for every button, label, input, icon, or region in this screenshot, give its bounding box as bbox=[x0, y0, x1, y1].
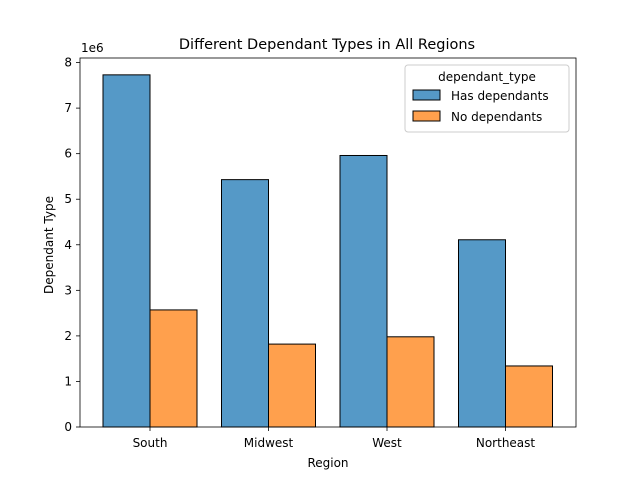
y-tick-label: 0 bbox=[64, 420, 72, 434]
bar-no-dependants-west bbox=[386, 336, 435, 428]
bar-no-dependants-midwest bbox=[268, 343, 316, 428]
y-tick-label: 3 bbox=[64, 283, 72, 297]
y-tick-label: 5 bbox=[64, 192, 72, 206]
legend-title: dependant_type bbox=[438, 70, 536, 84]
y-axis-ticks: 0 1 2 3 4 5 6 7 8 bbox=[64, 56, 80, 434]
bar-has-dependants-northeast bbox=[458, 239, 506, 428]
y-tick-label: 4 bbox=[64, 238, 72, 252]
x-tick-label: Midwest bbox=[244, 436, 294, 450]
y-axis-multiplier: 1e6 bbox=[81, 41, 104, 55]
legend-swatch bbox=[412, 110, 441, 122]
bar-no-dependants-northeast bbox=[505, 365, 553, 428]
legend-swatch bbox=[412, 89, 441, 101]
y-tick-label: 6 bbox=[64, 147, 72, 161]
legend-item-label: No dependants bbox=[451, 110, 542, 124]
bar-has-dependants-south bbox=[102, 74, 151, 428]
y-tick-label: 8 bbox=[64, 56, 72, 70]
y-axis-label: Dependant Type bbox=[42, 196, 56, 294]
y-tick-label: 7 bbox=[64, 101, 72, 115]
y-tick-label: 2 bbox=[64, 329, 72, 343]
legend-box bbox=[404, 64, 570, 133]
x-tick-label: South bbox=[133, 436, 168, 450]
x-tick-label: West bbox=[372, 436, 402, 450]
legend-item-label: Has dependants bbox=[451, 89, 549, 103]
x-axis-ticks: South Midwest West Northeast bbox=[133, 427, 536, 450]
bars-group bbox=[102, 74, 553, 428]
plot-frame bbox=[79, 57, 577, 428]
y-tick-label: 1 bbox=[64, 374, 72, 388]
chart-title: Different Dependant Types in All Regions bbox=[179, 37, 475, 53]
bar-no-dependants-south bbox=[149, 309, 198, 428]
legend: dependant_type Has dependants No dependan… bbox=[404, 64, 570, 133]
x-tick-label: Northeast bbox=[476, 436, 536, 450]
bar-has-dependants-west bbox=[339, 154, 388, 428]
x-axis-label: Region bbox=[307, 456, 348, 470]
bar-has-dependants-midwest bbox=[221, 179, 269, 428]
